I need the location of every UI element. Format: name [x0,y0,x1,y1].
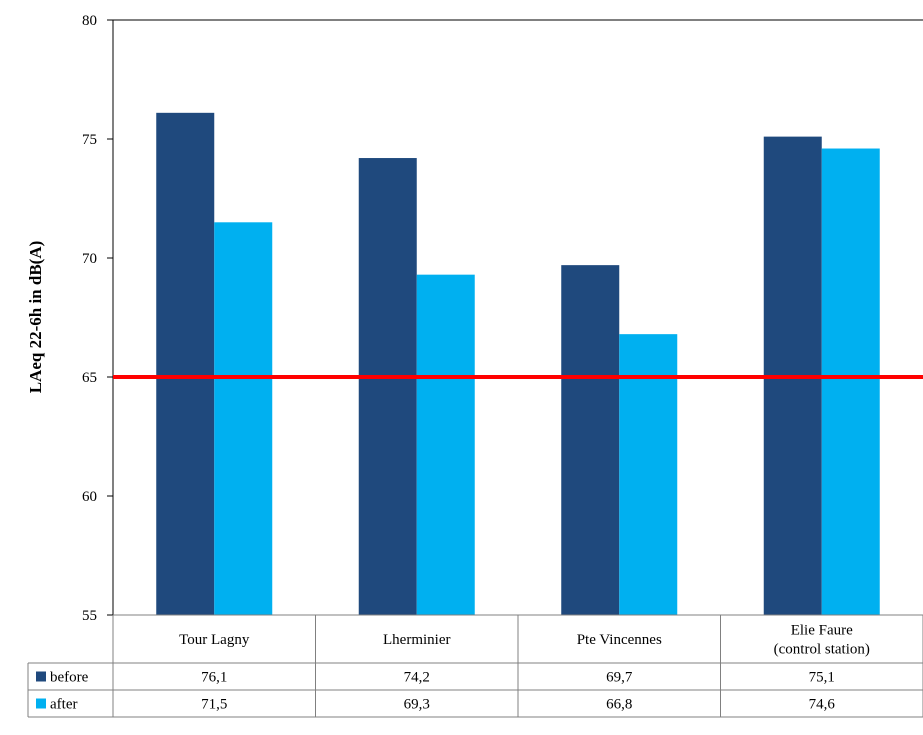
y-tick-label: 55 [82,608,97,624]
y-tick-label: 60 [82,489,97,505]
data-label: 74,2 [404,670,430,686]
data-label: 71,5 [201,697,227,713]
legend-key-before [36,671,46,682]
category-label: Elie Faure [791,623,853,639]
category-label: (control station) [774,642,870,658]
legend-key-after [36,698,46,709]
data-label: 76,1 [201,670,227,686]
y-tick-label: 65 [82,370,97,386]
data-label: 69,7 [606,670,633,686]
bar-after [821,148,880,615]
y-tick-label: 75 [82,132,97,148]
y-axis-label: LAeq 22-6h in dB(A) [26,241,45,394]
legend-label-after: after [50,697,77,713]
bar-before [358,158,417,616]
category-label: Lherminier [383,632,450,648]
y-tick-label: 70 [82,251,97,267]
data-label: 74,6 [809,697,836,713]
category-label: Pte Vincennes [577,632,662,648]
category-label: Tour Lagny [179,632,250,648]
data-label: 75,1 [809,670,835,686]
legend-label-before: before [50,670,89,686]
bar-after [214,222,273,616]
bar-before [561,265,620,615]
data-label: 69,3 [404,697,430,713]
bar-after [619,334,678,615]
y-tick-label: 80 [82,13,97,29]
bar-after [416,274,475,615]
bar-before [156,112,215,615]
data-label: 66,8 [606,697,632,713]
